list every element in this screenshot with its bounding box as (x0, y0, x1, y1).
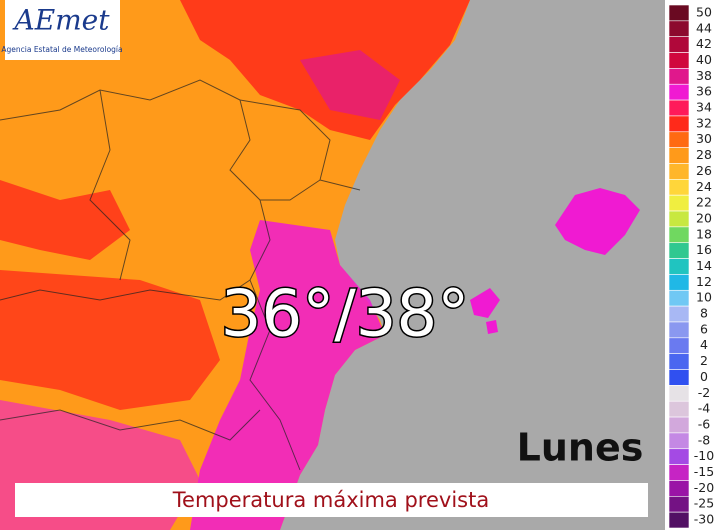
island (555, 188, 640, 255)
legend-swatch (668, 369, 690, 386)
legend-label: -8 (698, 432, 711, 447)
headline: 36°/38° (221, 278, 469, 352)
legend-label: 6 (700, 321, 708, 336)
legend-swatch (668, 226, 690, 244)
legend-swatch (668, 4, 690, 22)
island (486, 320, 498, 334)
caption: Temperatura máxima prevista (172, 488, 489, 512)
legend-swatch (668, 464, 690, 481)
legend-swatch (668, 68, 690, 85)
legend-label: 50 (696, 4, 712, 19)
legend-label: 40 (696, 52, 712, 67)
legend-swatch (668, 289, 690, 307)
legend-swatch (668, 115, 690, 133)
legend-swatch (668, 321, 690, 339)
legend-label: 30 (696, 131, 712, 146)
logo: AEmet (11, 4, 110, 37)
legend-swatch (668, 496, 690, 513)
legend-label: 14 (696, 258, 712, 273)
legend-swatch (668, 242, 690, 259)
legend-label: 22 (696, 195, 712, 210)
legend-swatch (668, 210, 690, 228)
legend-label: -4 (698, 401, 711, 416)
hot-area (0, 180, 130, 260)
legend-label: 0 (700, 369, 708, 384)
legend-label: -2 (698, 385, 710, 400)
legend-label: 44 (696, 20, 712, 35)
legend-swatch (668, 385, 690, 402)
legend-swatch (668, 400, 690, 418)
legend-label: 26 (696, 163, 712, 178)
legend-label: 42 (696, 36, 712, 51)
legend-label: 18 (696, 226, 712, 241)
legend-swatch (668, 194, 690, 212)
day-label: Lunes (517, 426, 644, 470)
legend-swatch (668, 147, 690, 164)
legend-label: 16 (696, 242, 712, 257)
legend-swatch (668, 258, 690, 275)
caption-box (15, 483, 648, 517)
legend-swatch (668, 305, 690, 323)
legend-swatch (668, 432, 690, 450)
logo-box (5, 0, 120, 60)
legend-label: 36 (696, 84, 712, 99)
legend-label: 38 (696, 68, 712, 83)
legend-swatch (668, 353, 690, 370)
hot-area (0, 270, 220, 410)
legend-label: -6 (698, 416, 711, 431)
island (470, 288, 500, 318)
legend-label: -25 (694, 496, 714, 511)
legend-swatch (668, 99, 690, 117)
legend-swatch (668, 20, 690, 37)
legend-label: 12 (696, 274, 712, 289)
legend-swatch (668, 163, 690, 180)
legend-label: -20 (694, 480, 714, 495)
legend-swatch (668, 36, 690, 53)
legend-swatch (668, 179, 690, 196)
legend-swatch (668, 337, 690, 354)
legend-swatch (668, 274, 690, 291)
legend-label: 20 (696, 210, 712, 225)
legend-swatch (668, 480, 690, 497)
legend-label: 4 (700, 337, 708, 352)
legend-swatch (668, 52, 690, 69)
legend-label: 28 (696, 147, 712, 162)
legend-label: 2 (700, 353, 708, 368)
legend-label: -15 (694, 464, 714, 479)
legend-label: 8 (700, 306, 708, 321)
legend-swatch (668, 448, 690, 465)
legend-label: 32 (696, 115, 712, 130)
legend-label: 10 (696, 290, 712, 305)
legend-label: -10 (694, 448, 714, 463)
legend-swatch (668, 131, 690, 148)
hot-area (190, 220, 385, 530)
hot-area (300, 50, 400, 120)
logo-subtitle: Agencia Estatal de Meteorología (1, 45, 122, 54)
legend-swatch (668, 416, 690, 434)
legend-swatch (668, 511, 690, 529)
legend-label: 24 (696, 179, 712, 194)
borders (0, 79, 361, 471)
legend-swatch (668, 83, 690, 101)
legend: 5044424038363432302826242220181614121086… (668, 4, 714, 529)
legend-label: -30 (694, 512, 714, 527)
legend-label: 34 (696, 100, 712, 115)
